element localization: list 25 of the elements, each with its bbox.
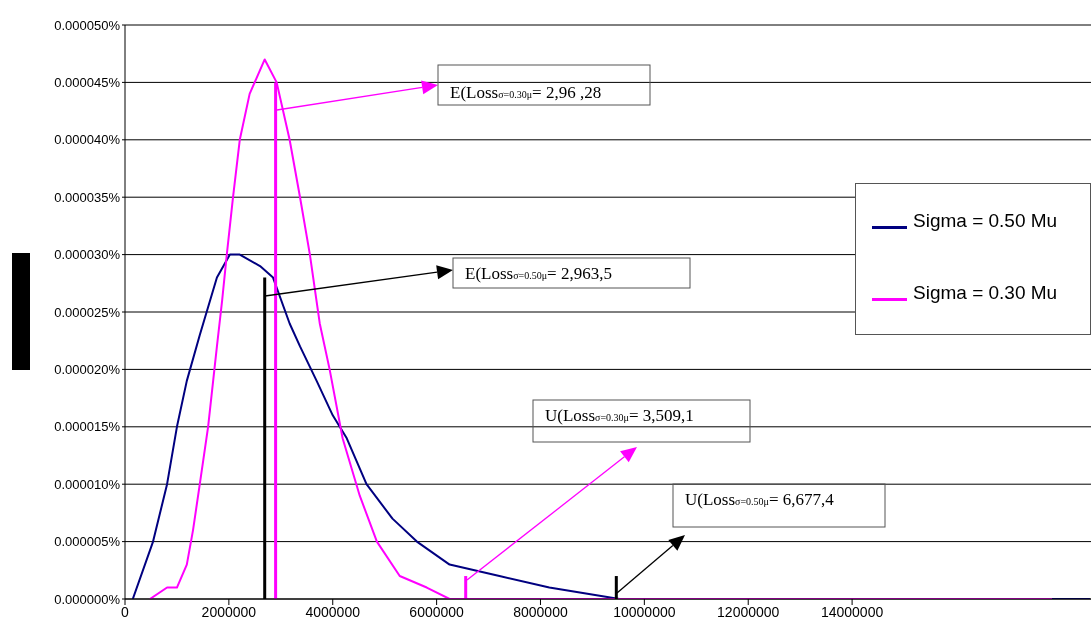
legend-label: Sigma = 0.50 Mu	[913, 210, 1058, 232]
annotation: E(Lossσ=0.30μ= 2,96 ,28	[450, 83, 602, 102]
y-tick-label: 0.000015%	[54, 419, 121, 435]
x-tick-label: 14000000	[820, 603, 884, 620]
y-tick-label: 0.000020%	[54, 362, 121, 378]
x-tick-label: 8000000	[513, 603, 568, 620]
y-tick-label: 0.000010%	[54, 476, 121, 492]
x-tick-label: 10000000	[613, 603, 676, 620]
annotation: U(Lossσ=0.50μ= 6,677,4	[685, 490, 835, 509]
y-tick-label: 0.000000%	[54, 591, 121, 607]
y-tick-label: 0.000025%	[54, 304, 121, 320]
legend-label: Sigma = 0.30 Mu	[913, 282, 1058, 304]
x-tick-label: 2000000	[201, 603, 257, 620]
y-tick-label: 0.000045%	[54, 75, 121, 91]
x-tick-label: 6000000	[409, 603, 465, 620]
annotation: U(Lossσ=0.30μ= 3,509,1	[545, 406, 694, 425]
y-tick-label: 0.000035%	[54, 189, 121, 205]
annotation: E(Lossσ=0.50μ= 2,963,5	[465, 264, 612, 283]
y-tick-label: 0.000030%	[54, 247, 121, 263]
y-tick-label: 0.000050%	[54, 17, 121, 33]
x-tick-label: 0	[121, 603, 130, 620]
y-tick-label: 0.000040%	[54, 132, 121, 148]
x-tick-label: 12000000	[717, 603, 780, 620]
y-tick-label: 0.000005%	[54, 534, 121, 550]
x-tick-label: 4000000	[305, 603, 361, 620]
